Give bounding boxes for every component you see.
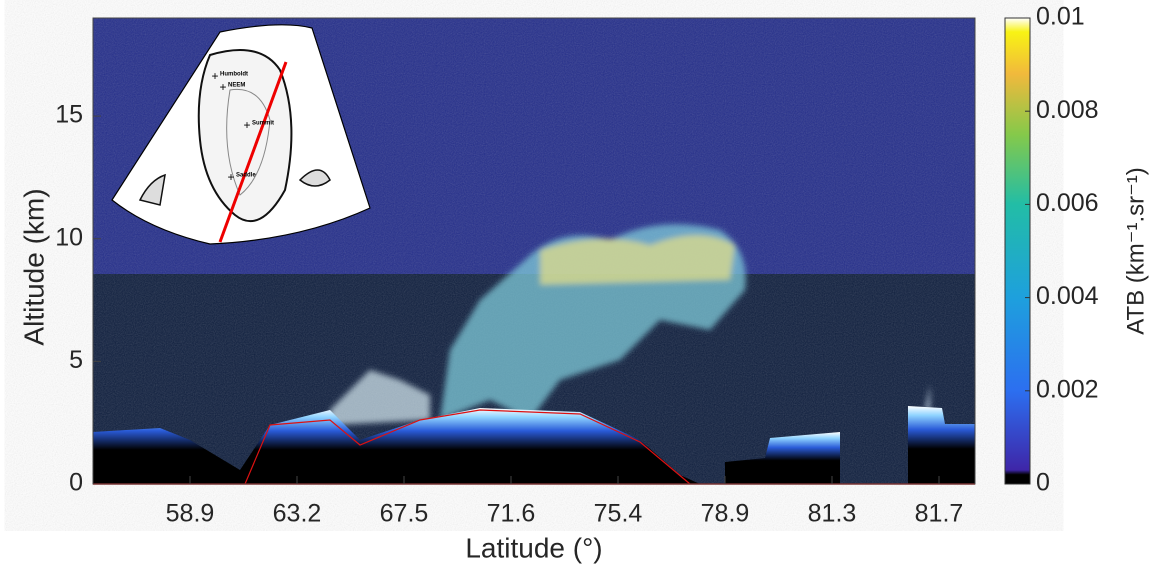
surface xyxy=(725,432,840,484)
x-tick-label: 63.2 xyxy=(273,500,322,528)
colorbar-tick-label: 0.004 xyxy=(1036,282,1099,310)
inset-cross: + xyxy=(243,118,250,132)
inset-cross: + xyxy=(227,170,234,184)
topography-line xyxy=(244,409,691,485)
y-tick-label: 0 xyxy=(69,469,83,497)
x-tick-label: 67.5 xyxy=(380,500,429,528)
colorbar-tick-label: 0.01 xyxy=(1036,3,1085,31)
x-tick-label: 81.7 xyxy=(915,500,964,528)
axes-box xyxy=(92,17,976,485)
x-tick-label: 71.6 xyxy=(487,500,536,528)
inset-cross: + xyxy=(211,69,218,83)
inset-map: + Humboldt+ NEEM+ Summit+ Saddle xyxy=(111,24,371,245)
colorbar-tick-label: 0.002 xyxy=(1036,375,1099,403)
colorbar xyxy=(1004,17,1031,485)
x-axis-label: Latitude (°) xyxy=(465,532,602,563)
colorbar-label: ATB (km⁻¹.sr⁻¹) xyxy=(1122,167,1149,335)
inset-label: Saddle xyxy=(236,173,256,179)
x-tick-label: 75.4 xyxy=(594,500,643,528)
inset-label: NEEM xyxy=(228,83,245,89)
y-tick-label: 10 xyxy=(55,223,83,251)
surface xyxy=(93,408,700,484)
x-tick-label: 81.3 xyxy=(808,500,857,528)
clouds xyxy=(330,224,930,425)
inset-cross: + xyxy=(219,80,226,94)
colorbar-tick-label: 0.008 xyxy=(1036,96,1099,124)
y-tick-label: 5 xyxy=(69,346,83,374)
inset-label: Summit xyxy=(252,121,274,127)
x-tick-label: 78.9 xyxy=(701,500,750,528)
colorbar-tick-label: 0 xyxy=(1036,469,1050,497)
y-tick-label: 15 xyxy=(55,101,83,129)
colorbar-tick-label: 0.006 xyxy=(1036,189,1099,217)
surface xyxy=(908,406,975,484)
y-axis-label: Altitude (km) xyxy=(18,188,49,345)
inset-label: Humboldt xyxy=(220,72,248,78)
x-tick-label: 58.9 xyxy=(166,500,215,528)
